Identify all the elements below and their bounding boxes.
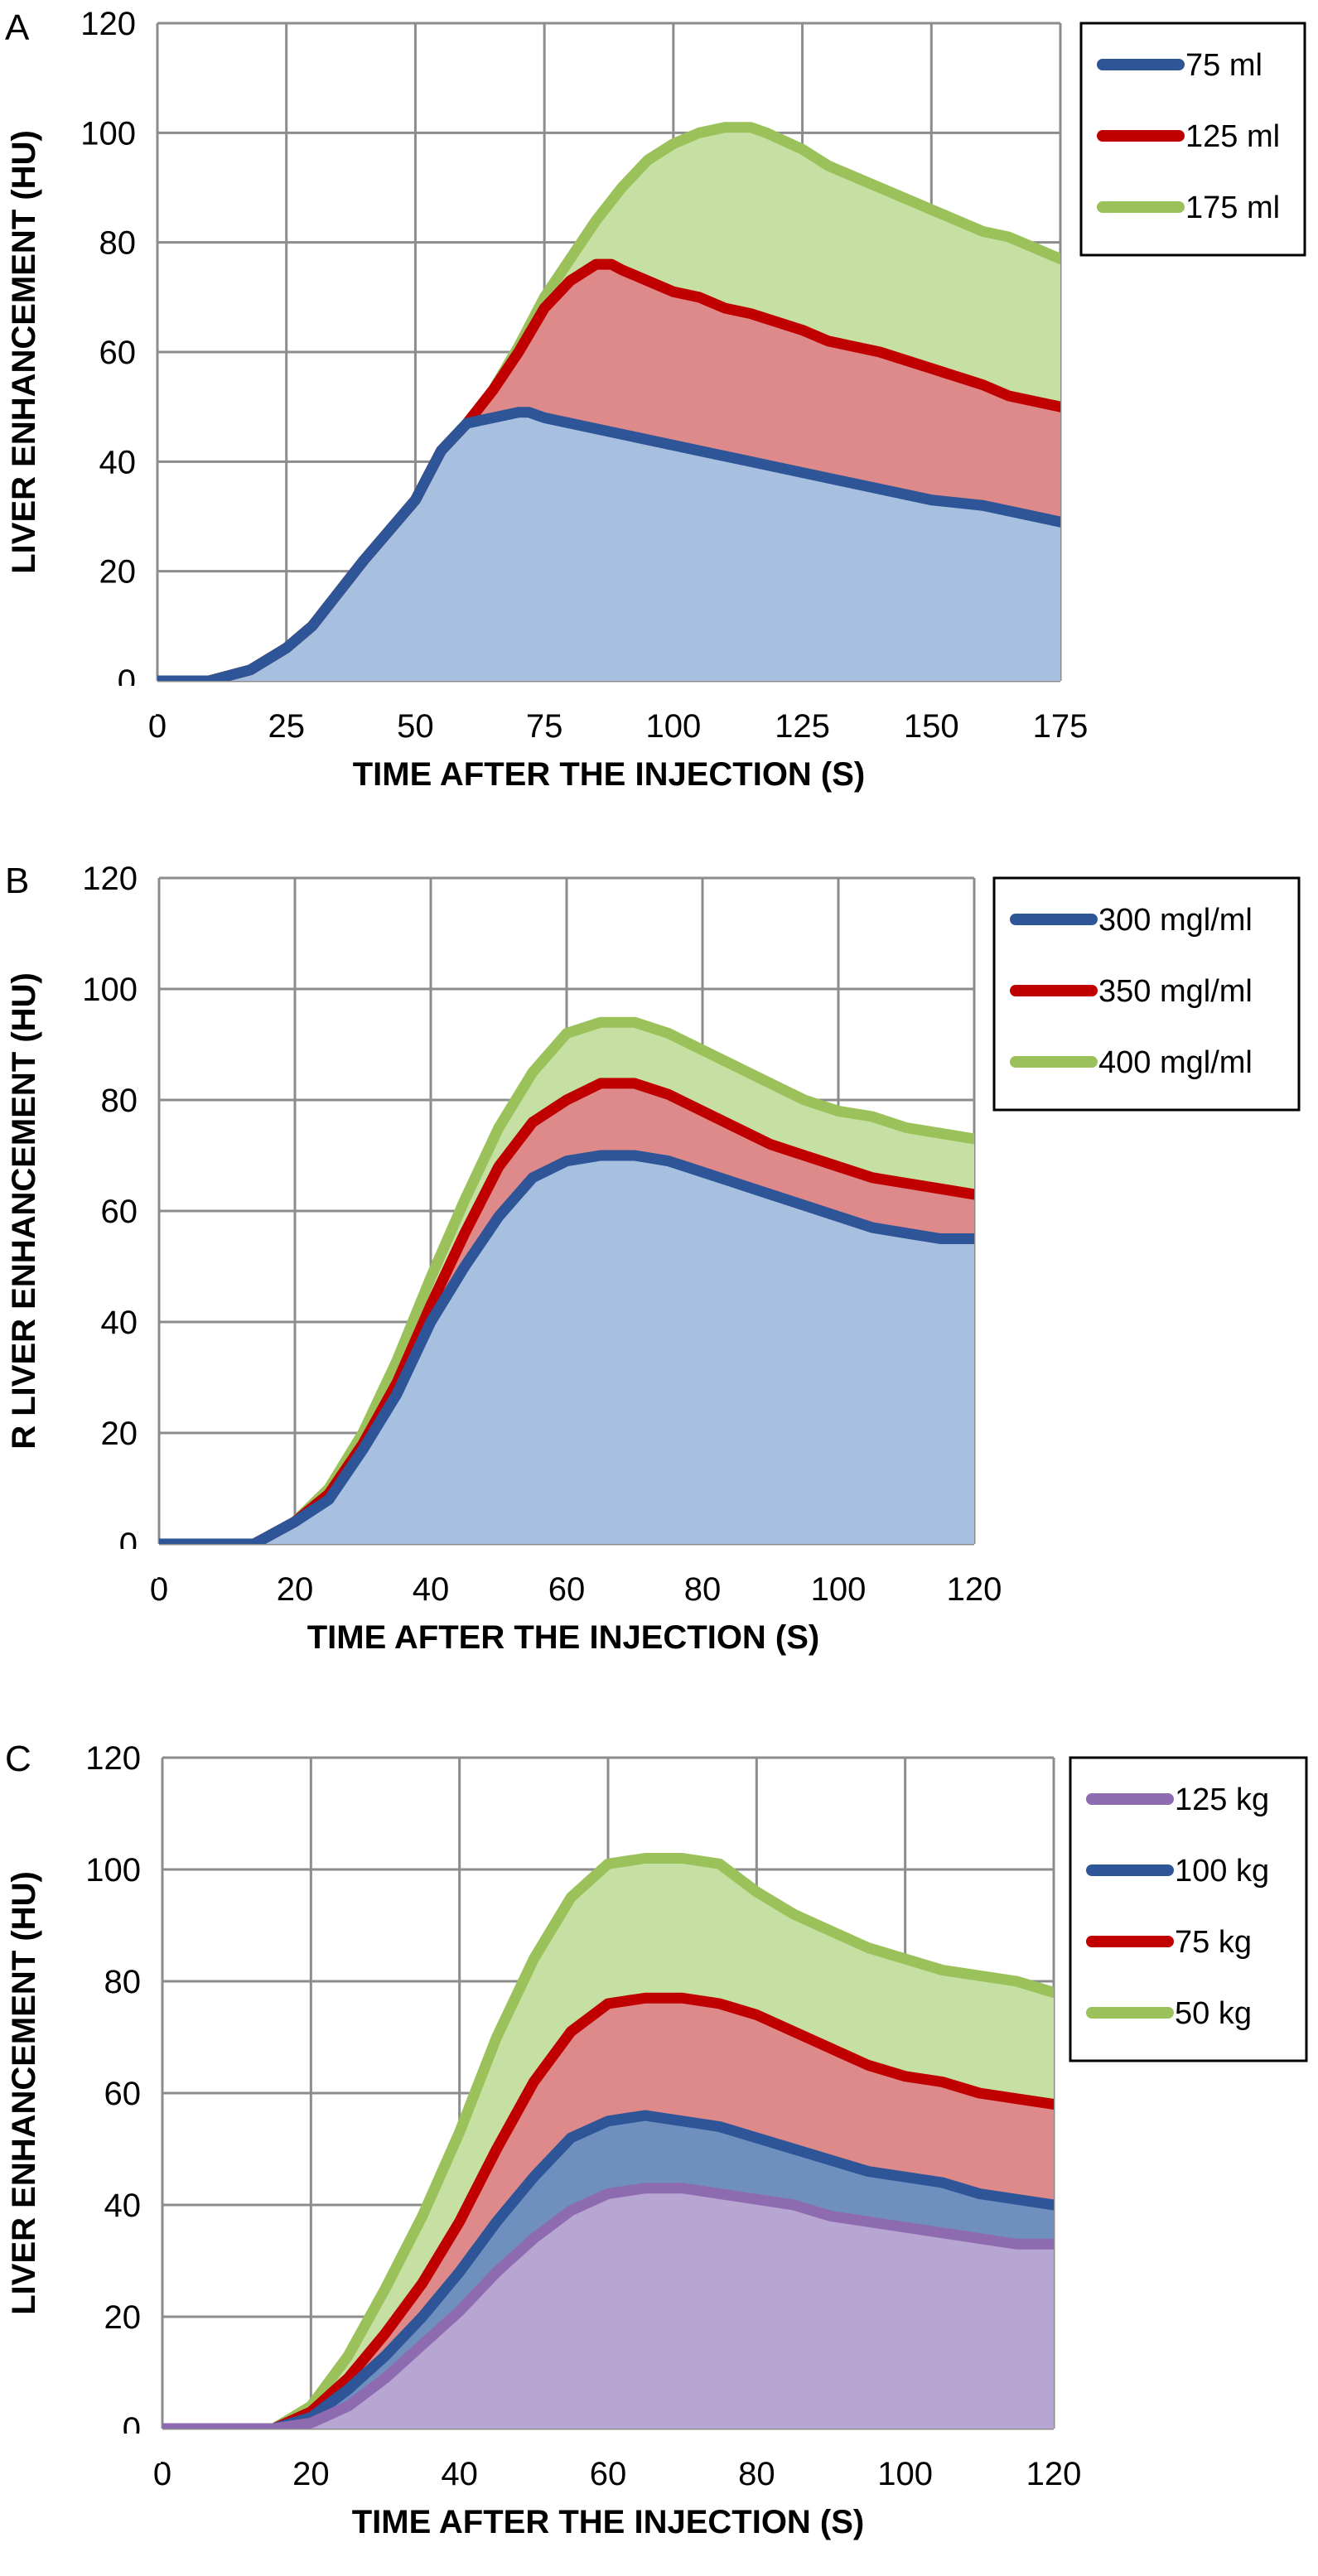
x-tick-label: 40 <box>413 1571 450 1608</box>
x-tick-label: 0 <box>153 2456 171 2492</box>
y-tick-label: 60 <box>99 335 137 371</box>
x-tick-label: 175 <box>1033 708 1089 745</box>
x-axis-title: TIME AFTER THE INJECTION (S) <box>353 756 866 793</box>
x-tick-label: 75 <box>526 708 563 745</box>
y-tick-label: 20 <box>99 554 137 591</box>
series-line-2 <box>159 1150 974 1544</box>
x-tick-label: 0 <box>150 1571 168 1608</box>
zero-tick-mask <box>96 2434 161 2463</box>
series-line-3 <box>162 2183 1054 2429</box>
x-axis-title: TIME AFTER THE INJECTION (S) <box>307 1619 820 1656</box>
x-tick-labels: 0 20 40 60 80 100 120 <box>153 2456 1082 2492</box>
y-tick-label: 100 <box>82 972 138 1008</box>
legend-label: 50 kg <box>1175 1996 1252 2031</box>
x-tick-label: 60 <box>548 1571 586 1608</box>
x-tick-label: 0 <box>148 708 167 745</box>
y-tick-label: 40 <box>99 444 137 480</box>
legend-label: 125 kg <box>1175 1782 1269 1817</box>
x-tick-label: 80 <box>684 1571 722 1608</box>
y-tick-label: 100 <box>85 1852 141 1889</box>
series-line-2 <box>157 407 1060 681</box>
series-area-2 <box>159 1155 974 1544</box>
zero-tick-mask <box>93 1549 157 1579</box>
panel-label: A <box>5 7 30 48</box>
y-tick-label: 20 <box>104 2299 142 2336</box>
x-tick-label: 120 <box>1026 2456 1082 2492</box>
y-tick-label: 80 <box>101 1083 138 1119</box>
y-tick-label: 80 <box>104 1964 142 2000</box>
x-tick-label: 20 <box>292 2456 330 2492</box>
legend-label: 300 mgl/ml <box>1098 903 1253 938</box>
x-tick-label: 100 <box>645 708 701 745</box>
legend: 125 kg 100 kg 75 kg 50 kg <box>1069 1756 1308 2062</box>
legend-label: 400 mgl/ml <box>1098 1045 1253 1080</box>
y-tick-label: 60 <box>101 1194 138 1230</box>
x-tick-label: 50 <box>397 708 434 745</box>
legend-label: 175 ml <box>1185 191 1280 225</box>
chart-panel-c: 0 20 40 60 80 100 120 0 20 40 60 80 100 120 TIME AFTER… <box>0 1715 1318 2576</box>
x-tick-labels: 0 20 40 60 80 100 120 <box>150 1571 1002 1608</box>
legend-label: 75 kg <box>1175 1925 1252 1960</box>
x-tick-label: 25 <box>268 708 305 745</box>
x-tick-label: 150 <box>904 708 959 745</box>
panel-label: B <box>5 861 29 901</box>
x-tick-label: 60 <box>590 2456 627 2492</box>
panel-label: C <box>5 1739 31 1779</box>
zero-tick-mask <box>91 686 156 716</box>
x-tick-label: 20 <box>277 1571 314 1608</box>
x-tick-label: 80 <box>738 2456 775 2492</box>
y-tick-label: 120 <box>82 861 138 897</box>
legend: 300 mgl/ml 350 mgl/ml 400 mgl/ml <box>992 876 1301 1112</box>
chart-panel-b: 0 20 40 60 80 100 120 0 20 40 60 80 100 120 TIME AFTER… <box>0 853 1318 1715</box>
areas <box>162 1853 1054 2429</box>
x-tick-labels: 0 25 50 75 100 125 150 175 <box>148 708 1089 745</box>
legend: 75 ml 125 ml 175 ml <box>1079 22 1306 257</box>
series-line-2 <box>162 2110 1054 2429</box>
areas <box>157 122 1060 681</box>
y-axis-title: R LIVER ENHANCEMENT (HU) <box>6 972 42 1450</box>
areas <box>159 1016 974 1544</box>
x-tick-label: 120 <box>947 1571 1002 1608</box>
series-line-0 <box>162 1853 1054 2429</box>
legend-label: 125 ml <box>1185 119 1280 154</box>
legend-label: 75 ml <box>1185 48 1262 83</box>
series-line-1 <box>162 1992 1054 2429</box>
x-tick-label: 100 <box>877 2456 933 2492</box>
y-tick-label: 40 <box>104 2188 142 2224</box>
chart-panel-a: 0 20 40 60 80 100 120 0 25 50 75 100 125 150 175 TIME A… <box>0 0 1318 861</box>
x-tick-label: 125 <box>775 708 830 745</box>
legend-label: 100 kg <box>1175 1854 1269 1889</box>
x-tick-label: 40 <box>441 2456 478 2492</box>
y-tick-label: 20 <box>101 1416 138 1452</box>
x-tick-label: 100 <box>811 1571 867 1608</box>
x-axis-title: TIME AFTER THE INJECTION (S) <box>352 2504 865 2540</box>
y-tick-label: 100 <box>80 115 136 152</box>
series-area-3 <box>162 2188 1054 2429</box>
y-tick-label: 40 <box>101 1305 138 1341</box>
y-tick-label: 80 <box>99 225 137 262</box>
y-tick-label: 60 <box>104 2076 142 2112</box>
y-tick-label: 120 <box>85 1740 141 1777</box>
y-tick-label: 120 <box>80 6 136 42</box>
y-axis-title: LIVER ENHANCEMENT (HU) <box>6 130 42 574</box>
y-axis-title: LIVER ENHANCEMENT (HU) <box>6 1871 42 2315</box>
legend-label: 350 mgl/ml <box>1098 974 1253 1009</box>
chart-a: 0 20 40 60 80 100 120 0 25 50 75 100 125 150 175 TIME A… <box>5 6 1306 793</box>
